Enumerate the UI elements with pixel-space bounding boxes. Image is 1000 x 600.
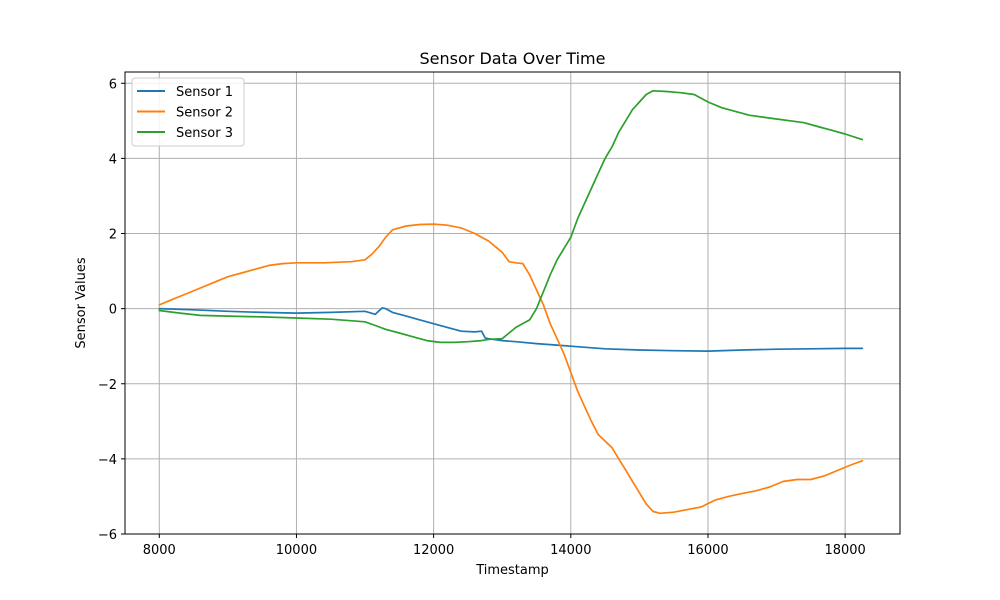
x-tick-label: 10000	[276, 543, 317, 558]
x-tick-label: 16000	[687, 543, 728, 558]
series-layer	[158, 89, 864, 515]
y-tick-label: 6	[109, 77, 117, 92]
y-tick-label: 2	[109, 228, 117, 243]
series-line-2	[158, 223, 864, 515]
plot-frame	[124, 71, 901, 535]
x-tick-label: 12000	[413, 543, 454, 558]
y-tick-label: −4	[98, 453, 117, 468]
y-tick-label: 0	[109, 303, 117, 318]
axis-ticks: 8000 10000 12000 14000 16000 18000 −6 −4 −2 0 2 4 6	[98, 77, 866, 558]
y-tick-label: −6	[98, 528, 117, 543]
y-axis-title: Sensor Values	[74, 257, 89, 348]
y-tick-label: −2	[98, 378, 117, 393]
legend: Sensor 1 Sensor 2 Sensor 3	[131, 77, 245, 147]
x-tick-label: 18000	[824, 543, 865, 558]
x-tick-label: 14000	[550, 543, 591, 558]
chart-title: Sensor Data Over Time	[420, 49, 606, 68]
legend-box	[131, 77, 245, 147]
x-axis-title: Timestamp	[475, 563, 549, 578]
x-tick-label: 8000	[143, 543, 176, 558]
series-line-1	[158, 307, 864, 352]
y-tick-label: 4	[109, 152, 117, 167]
legend-label-3: Sensor 3	[176, 126, 233, 141]
legend-label-1: Sensor 1	[176, 85, 233, 100]
legend-label-2: Sensor 2	[176, 106, 233, 121]
series-line-3	[158, 89, 864, 344]
